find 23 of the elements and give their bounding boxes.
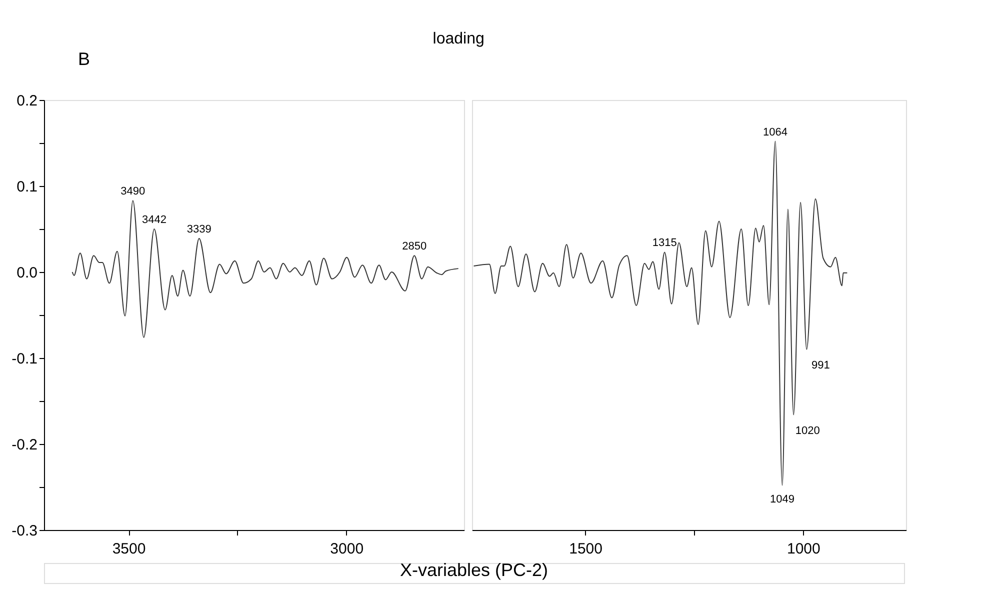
annotation: 1049 (770, 493, 794, 506)
x-axis-title: X-variables (PC-2) (400, 560, 548, 580)
text: B (78, 49, 90, 69)
annotation: 1315 (652, 237, 677, 250)
y-tick-label: -0.3 (12, 522, 38, 540)
y-tick-label: -0.2 (12, 436, 38, 454)
y-tick-label: 0.2 (16, 92, 38, 110)
annotation: 3442 (142, 214, 166, 226)
y-tick-label: 0.0 (16, 264, 38, 282)
annotation: 1020 (795, 424, 820, 437)
annotation: 3490 (120, 186, 146, 198)
x-tick-label: 3500 (112, 540, 146, 558)
annotation: 991 (811, 359, 830, 372)
chart-title: loading (432, 30, 484, 48)
annotation: 1064 (763, 126, 788, 138)
x-tick-label: 3000 (330, 540, 364, 558)
x-tick-label: 1500 (569, 540, 602, 558)
line-series (72, 200, 459, 338)
annotation: 3339 (186, 223, 212, 236)
annotation: 2850 (402, 240, 427, 253)
x-tick-label: 1000 (786, 540, 820, 558)
y-tick-label: 0.1 (16, 178, 38, 196)
y-tick-label: -0.1 (12, 350, 38, 368)
